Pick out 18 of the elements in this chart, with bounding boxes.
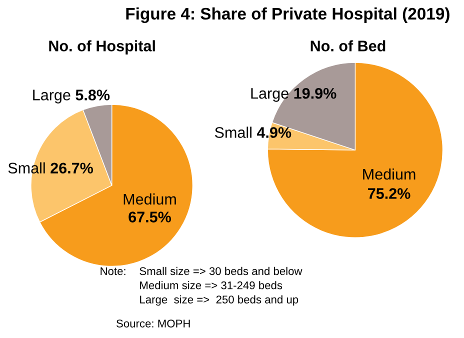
text: Large size => 250 beds and up — [140, 295, 298, 306]
text: Note: — [100, 267, 126, 276]
slice-label: Large — [33, 90, 70, 104]
data-label: 75.2% — [368, 188, 410, 199]
data-label: 19.9% — [294, 88, 336, 99]
text: Small size => 30 beds and below — [140, 266, 302, 276]
data-label: 26.7% — [50, 162, 94, 174]
slice-label: Medium — [363, 168, 416, 180]
chart-subtitle: No. of Hospital — [49, 40, 155, 54]
text: Figure 4: Share of Private Hospital (2019) — [126, 7, 450, 24]
slice-label: Medium — [124, 193, 176, 205]
slice-label: Small — [214, 126, 252, 138]
data-label: 5.8% — [76, 90, 110, 100]
data-label: 67.5% — [128, 212, 172, 222]
source-note: Source: MOPH — [116, 320, 190, 328]
chart-subtitle: No. of Bed — [310, 40, 386, 52]
text: Medium size => 31-249 beds — [140, 281, 282, 290]
slice-label: Large — [251, 88, 288, 102]
